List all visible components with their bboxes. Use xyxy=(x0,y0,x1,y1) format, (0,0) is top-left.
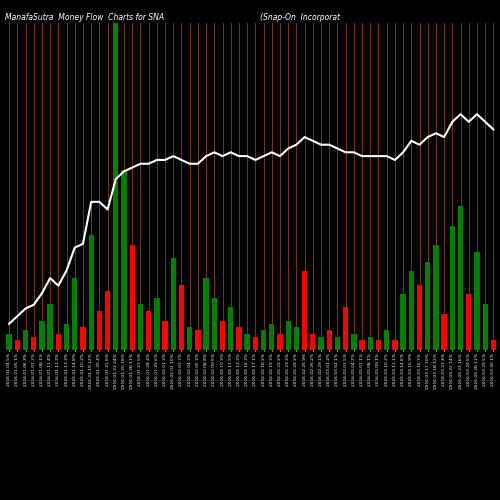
Bar xyxy=(146,310,152,350)
Bar xyxy=(368,337,373,350)
Bar xyxy=(6,334,12,350)
Bar xyxy=(310,334,316,350)
Bar xyxy=(72,278,78,350)
Bar xyxy=(434,245,438,350)
Bar xyxy=(294,327,299,350)
Bar xyxy=(286,320,291,350)
Bar xyxy=(138,304,143,350)
Bar xyxy=(105,291,110,350)
Bar xyxy=(351,334,356,350)
Bar xyxy=(14,340,20,350)
Bar xyxy=(244,334,250,350)
Bar xyxy=(269,324,274,350)
Bar xyxy=(56,334,61,350)
Bar xyxy=(48,304,53,350)
Text: (Snap-On  Incorporat: (Snap-On Incorporat xyxy=(260,12,340,22)
Bar xyxy=(408,272,414,350)
Bar xyxy=(252,337,258,350)
Bar xyxy=(170,258,176,350)
Bar xyxy=(466,294,471,350)
Bar xyxy=(80,327,86,350)
Bar xyxy=(64,324,69,350)
Bar xyxy=(162,320,168,350)
Bar xyxy=(326,330,332,350)
Bar xyxy=(425,262,430,350)
Bar xyxy=(417,284,422,350)
Bar xyxy=(376,340,381,350)
Bar xyxy=(490,340,496,350)
Bar xyxy=(23,330,28,350)
Bar xyxy=(220,320,225,350)
Bar xyxy=(278,334,282,350)
Bar xyxy=(96,310,102,350)
Bar xyxy=(482,304,488,350)
Bar xyxy=(261,330,266,350)
Bar xyxy=(236,327,242,350)
Bar xyxy=(343,308,348,350)
Bar xyxy=(474,252,480,350)
Bar xyxy=(113,22,118,350)
Bar xyxy=(122,170,126,350)
Bar xyxy=(195,330,200,350)
Bar xyxy=(204,278,209,350)
Bar xyxy=(335,337,340,350)
Bar xyxy=(302,272,308,350)
Bar xyxy=(31,337,36,350)
Bar xyxy=(318,337,324,350)
Bar xyxy=(130,245,135,350)
Bar xyxy=(442,314,447,350)
Bar xyxy=(384,330,390,350)
Bar xyxy=(88,236,94,350)
Bar xyxy=(187,327,192,350)
Bar xyxy=(40,320,44,350)
Bar xyxy=(450,226,455,350)
Bar xyxy=(228,308,234,350)
Bar xyxy=(154,298,160,350)
Bar xyxy=(458,206,463,350)
Bar xyxy=(179,284,184,350)
Bar xyxy=(400,294,406,350)
Bar xyxy=(360,340,364,350)
Bar xyxy=(212,298,217,350)
Text: ManafaSutra  Money Flow  Charts for SNA: ManafaSutra Money Flow Charts for SNA xyxy=(5,12,164,22)
Bar xyxy=(392,340,398,350)
